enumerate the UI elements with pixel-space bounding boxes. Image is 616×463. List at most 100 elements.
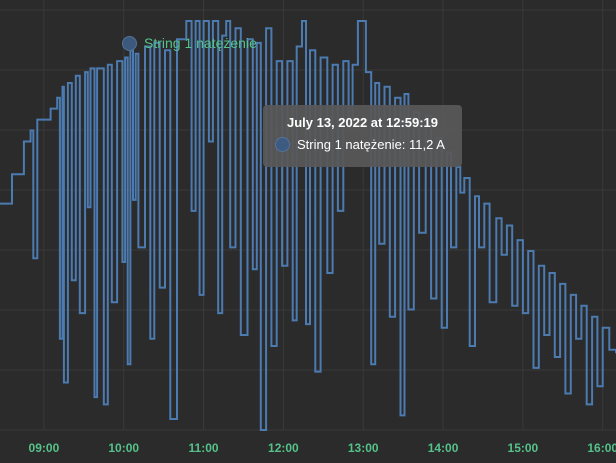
data-point[interactable] <box>488 300 492 304</box>
data-point[interactable] <box>558 282 562 286</box>
data-point[interactable] <box>542 333 546 337</box>
data-point[interactable] <box>29 129 33 133</box>
data-point[interactable] <box>537 264 541 268</box>
data-point[interactable] <box>70 278 74 282</box>
data-point[interactable] <box>331 63 335 67</box>
data-point[interactable] <box>313 370 317 374</box>
data-point[interactable] <box>285 59 289 63</box>
data-point[interactable] <box>300 19 304 23</box>
data-point[interactable] <box>526 249 530 253</box>
data-point[interactable] <box>325 271 329 275</box>
data-point[interactable] <box>494 216 498 220</box>
data-point[interactable] <box>280 264 284 268</box>
data-point[interactable] <box>259 428 263 432</box>
data-point[interactable] <box>319 56 323 60</box>
data-point[interactable] <box>93 395 97 399</box>
data-point[interactable] <box>399 413 403 417</box>
data-point[interactable] <box>202 19 206 23</box>
data-point[interactable] <box>49 107 53 111</box>
data-point[interactable] <box>393 96 397 100</box>
data-point[interactable] <box>440 326 444 330</box>
data-point[interactable] <box>110 300 114 304</box>
data-point[interactable] <box>168 417 172 421</box>
data-point[interactable] <box>224 19 228 23</box>
data-point[interactable] <box>275 59 279 63</box>
data-point[interactable] <box>35 118 39 122</box>
data-point[interactable] <box>601 326 605 330</box>
data-point[interactable] <box>148 337 152 341</box>
data-point[interactable] <box>102 402 106 406</box>
data-point[interactable] <box>563 392 567 396</box>
data-point[interactable] <box>360 19 364 23</box>
data-point[interactable] <box>590 315 594 319</box>
data-point[interactable] <box>458 191 462 195</box>
data-point[interactable] <box>211 19 215 23</box>
data-point[interactable] <box>548 271 552 275</box>
data-point[interactable] <box>131 198 135 202</box>
data-point[interactable] <box>403 92 407 96</box>
data-point[interactable] <box>377 242 381 246</box>
data-point[interactable] <box>31 256 35 260</box>
data-point[interactable] <box>510 304 514 308</box>
data-point[interactable] <box>134 52 138 56</box>
data-point[interactable] <box>585 402 589 406</box>
legend-item[interactable]: String 1 natężenie <box>122 35 257 51</box>
data-point[interactable] <box>22 140 26 144</box>
data-point[interactable] <box>607 348 611 352</box>
data-point[interactable] <box>264 26 268 30</box>
data-point[interactable] <box>295 45 299 49</box>
data-point[interactable] <box>308 48 312 52</box>
data-point[interactable] <box>66 81 70 85</box>
data-point[interactable] <box>198 293 202 297</box>
data-point[interactable] <box>251 267 255 271</box>
data-point[interactable] <box>417 231 421 235</box>
data-point[interactable] <box>369 362 373 366</box>
data-point[interactable] <box>74 74 78 78</box>
data-point[interactable] <box>473 194 477 198</box>
data-point[interactable] <box>78 311 82 315</box>
data-point[interactable] <box>83 70 87 74</box>
data-point[interactable] <box>291 318 295 322</box>
data-point[interactable] <box>521 311 525 315</box>
data-point[interactable] <box>364 70 368 74</box>
data-point[interactable] <box>429 297 433 301</box>
data-point[interactable] <box>207 140 211 144</box>
data-point[interactable] <box>62 381 66 385</box>
data-point[interactable] <box>468 344 472 348</box>
data-point[interactable] <box>120 260 124 264</box>
data-point[interactable] <box>351 63 355 67</box>
data-point[interactable] <box>239 333 243 337</box>
data-point[interactable] <box>304 322 308 326</box>
data-point[interactable] <box>336 209 340 213</box>
data-point[interactable] <box>341 59 345 63</box>
data-point[interactable] <box>595 384 599 388</box>
data-point[interactable] <box>136 245 140 249</box>
data-point[interactable] <box>0 202 2 206</box>
data-point[interactable] <box>194 19 198 23</box>
data-point[interactable] <box>158 286 162 290</box>
data-point[interactable] <box>106 63 110 67</box>
data-point[interactable] <box>553 355 557 359</box>
data-point[interactable] <box>86 205 90 209</box>
data-point[interactable] <box>574 337 578 341</box>
data-point[interactable] <box>95 66 99 70</box>
data-point[interactable] <box>532 366 536 370</box>
data-point[interactable] <box>61 85 65 89</box>
data-point[interactable] <box>449 245 453 249</box>
data-point[interactable] <box>477 245 481 249</box>
data-point[interactable] <box>216 311 220 315</box>
data-point[interactable] <box>234 26 238 30</box>
data-point[interactable] <box>10 172 14 176</box>
data-point[interactable] <box>505 224 509 228</box>
data-point[interactable] <box>126 362 130 366</box>
series-line[interactable] <box>0 20 616 431</box>
data-point[interactable] <box>406 308 410 312</box>
data-point[interactable] <box>579 304 583 308</box>
data-point[interactable] <box>58 337 62 341</box>
data-point[interactable] <box>462 176 466 180</box>
data-point[interactable] <box>373 81 377 85</box>
data-point[interactable] <box>228 245 232 249</box>
data-point[interactable] <box>115 59 119 63</box>
data-point[interactable] <box>383 85 387 89</box>
data-point[interactable] <box>123 56 127 60</box>
